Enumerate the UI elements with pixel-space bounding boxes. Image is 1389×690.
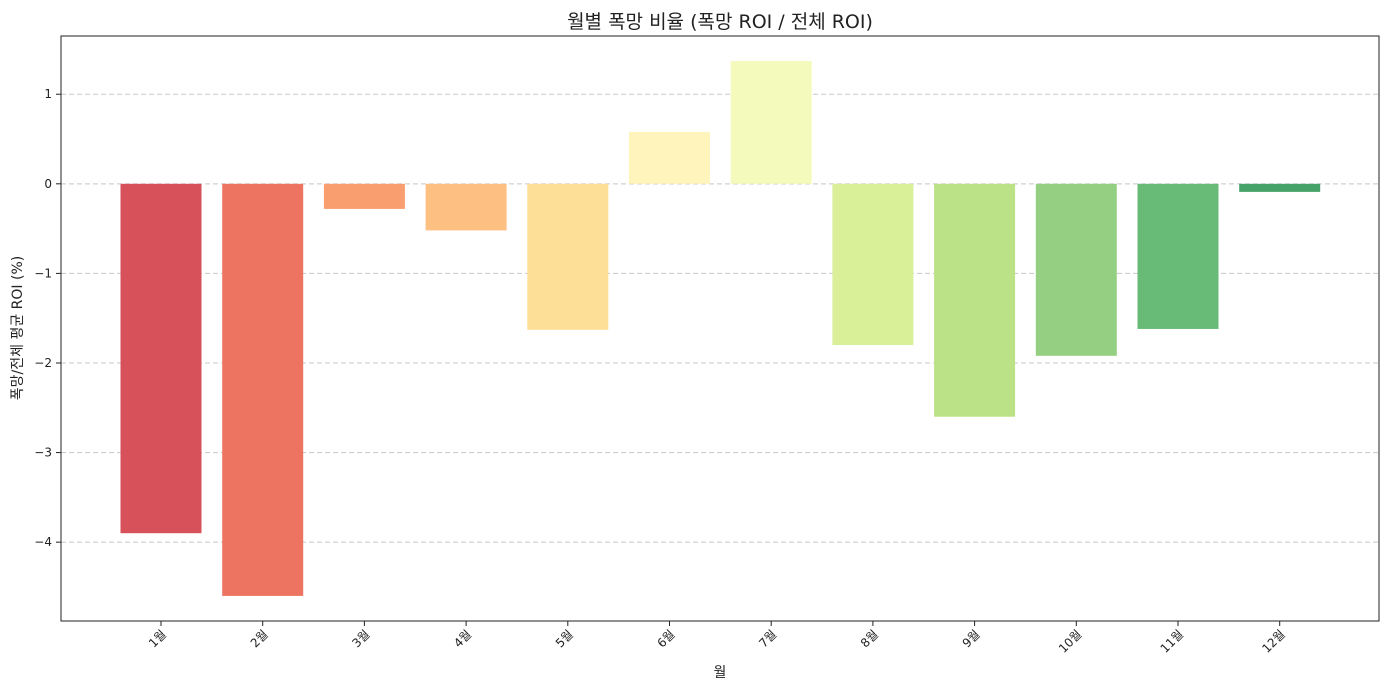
bar-11 bbox=[1137, 183, 1219, 329]
x-tick-label: 7월 bbox=[756, 627, 779, 650]
plot-area bbox=[60, 35, 1380, 622]
y-tick-label: 1 bbox=[44, 87, 52, 101]
x-tick-label: 11월 bbox=[1158, 627, 1187, 656]
x-tick-label: 6월 bbox=[655, 627, 678, 650]
bar-9 bbox=[934, 183, 1016, 417]
y-tick-label: −2 bbox=[34, 356, 52, 370]
bar-10 bbox=[1035, 183, 1117, 356]
x-tick-label: 9월 bbox=[960, 627, 983, 650]
x-tick-label: 5월 bbox=[553, 627, 576, 650]
bar-1 bbox=[120, 183, 202, 534]
y-tick-label: −1 bbox=[34, 266, 52, 280]
bar-8 bbox=[832, 183, 914, 346]
y-axis-ticks: 1 0 −1 −2 −3 −4 bbox=[34, 87, 61, 549]
x-tick-label: 4월 bbox=[451, 627, 474, 650]
bars bbox=[120, 61, 1321, 596]
chart-title: 월별 폭망 비율 (폭망 ROI / 전체 ROI) bbox=[567, 11, 873, 33]
x-axis-ticks: 1월 2월 3월 4월 5월 6월 7월 8월 9월 10월 11월 12월 bbox=[146, 621, 1288, 656]
bar-12 bbox=[1239, 183, 1321, 192]
bar-4 bbox=[425, 183, 507, 231]
bar-7 bbox=[730, 61, 812, 184]
bar-2 bbox=[222, 183, 304, 596]
x-tick-label: 1월 bbox=[146, 627, 169, 650]
y-tick-label: −3 bbox=[34, 446, 52, 460]
x-tick-label: 12월 bbox=[1259, 627, 1288, 656]
bar-3 bbox=[323, 183, 405, 209]
x-tick-label: 2월 bbox=[248, 627, 271, 650]
bar-5 bbox=[527, 183, 609, 330]
y-tick-label: 0 bbox=[44, 177, 52, 191]
y-axis-label: 폭망/전체 평균 ROI (%) bbox=[10, 256, 26, 400]
x-axis-label: 월 bbox=[714, 665, 727, 681]
x-tick-label: 3월 bbox=[349, 627, 372, 650]
y-tick-label: −4 bbox=[34, 535, 52, 549]
bar-6 bbox=[629, 131, 710, 184]
x-tick-label: 8월 bbox=[858, 627, 881, 650]
x-tick-label: 10월 bbox=[1056, 627, 1085, 656]
